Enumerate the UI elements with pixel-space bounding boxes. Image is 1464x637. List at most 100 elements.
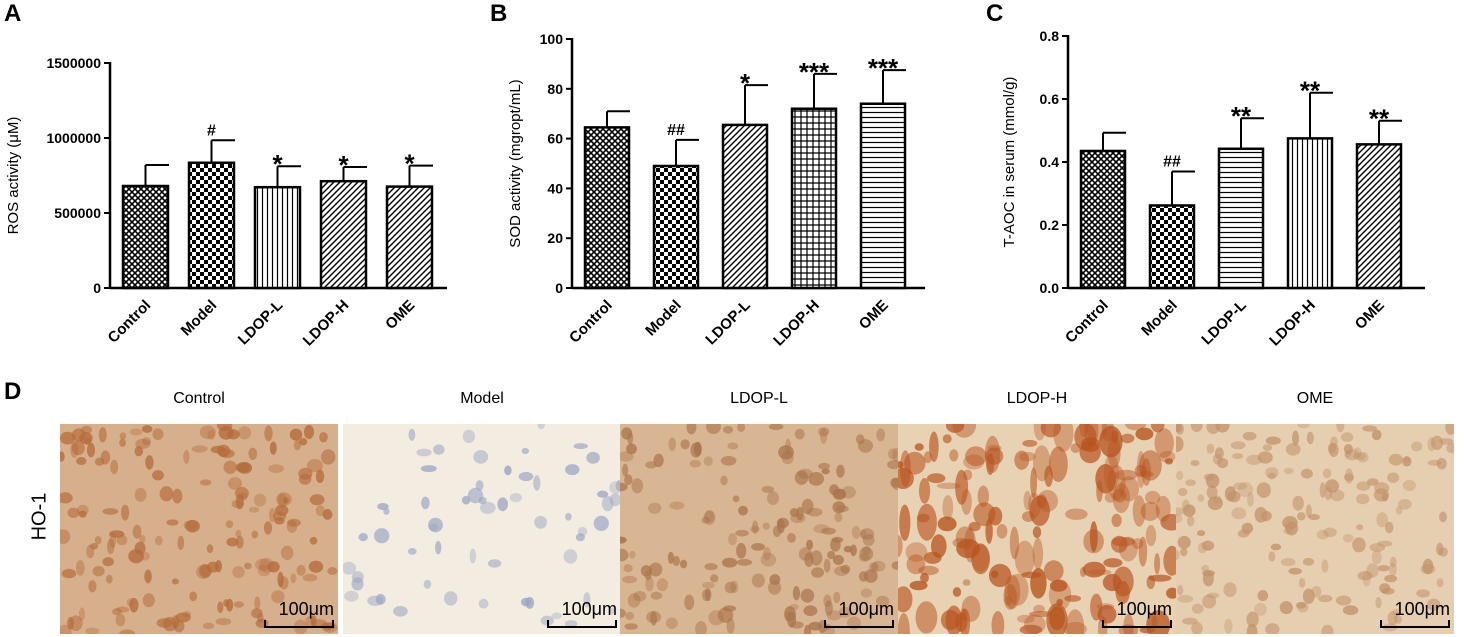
scale-bar: [264, 620, 334, 628]
significance-label: *: [272, 149, 283, 179]
y-tick-label: 500000: [54, 205, 101, 221]
tissue-texture: [60, 424, 338, 634]
bar: [253, 185, 302, 290]
bar: [319, 179, 368, 290]
y-tick-label: 0.8: [1040, 28, 1060, 44]
significance-label: **: [1369, 104, 1390, 134]
significance-label: #: [207, 122, 216, 139]
y-axis-label: ROS activity (μM): [5, 117, 22, 235]
scale-bar-label: 100μm: [838, 599, 894, 619]
significance-label: *: [338, 150, 349, 180]
x-tick-label: LDOP-L: [235, 297, 286, 348]
error-bar: [342, 165, 367, 182]
bar: [790, 107, 838, 290]
bar: [583, 126, 631, 290]
error-bar: [813, 72, 837, 109]
error-bar: [1102, 131, 1126, 151]
y-tick-label: 0.6: [1040, 91, 1060, 107]
error-bar: [1240, 117, 1264, 149]
x-tick-label: LDOP-H: [770, 297, 823, 350]
significance-label: ##: [1163, 153, 1181, 170]
error-bar: [210, 139, 235, 163]
y-axis-label: SOD activity (mgropt/mL): [507, 79, 524, 247]
micrograph-row: HO-1 Control 100μm Model 100μm LDOP-L 100μm LD…: [0, 390, 1464, 637]
significance-label: **: [1231, 101, 1252, 131]
micrograph-title: OME: [1296, 390, 1334, 407]
error-bar: [1171, 170, 1195, 206]
chart-panel-a: 0 500000 1000000 1500000 ROS activity (μM) Co…: [5, 55, 447, 349]
micrograph-title: LDOP-L: [730, 390, 788, 407]
error-bar: [1309, 91, 1333, 139]
micrograph-title: Control: [173, 390, 225, 407]
tissue-texture: [620, 424, 898, 634]
y-tick-label: 100: [540, 31, 564, 47]
y-tick-label: 0.0: [1040, 280, 1060, 296]
error-bar: [276, 165, 301, 188]
error-bar: [675, 138, 699, 166]
x-tick-label: Model: [1138, 297, 1181, 340]
x-tick-label: LDOP-H: [300, 297, 353, 350]
y-tick-label: 60: [547, 131, 563, 147]
significance-label: *: [740, 68, 751, 98]
x-tick-label: LDOP-H: [1266, 297, 1319, 350]
bar: [1079, 149, 1127, 290]
chart-panel-b: 0 20 40 60 80 100 SOD activity (mgropt/mL) Cont…: [507, 31, 925, 349]
bar: [652, 164, 700, 290]
y-tick-label: 20: [547, 230, 563, 246]
y-tick-label: 1500000: [46, 55, 101, 71]
y-tick-label: 0: [93, 280, 101, 296]
x-tick-label: Control: [105, 297, 155, 347]
error-bar: [144, 164, 169, 186]
scale-bar-label: 100μm: [1116, 599, 1172, 619]
tissue-texture: [898, 424, 1176, 634]
scale-bar: [1102, 620, 1172, 628]
bar: [187, 161, 236, 290]
x-tick-label: LDOP-L: [702, 297, 753, 348]
error-bar: [882, 69, 906, 104]
y-axis-label: T-AOC in serum (mmol/g): [1001, 77, 1018, 248]
chart-panel-c: 0.0 0.2 0.4 0.6 0.8 T-AOC in serum (mmol/g) Co…: [1001, 28, 1425, 349]
bar: [1148, 204, 1196, 290]
panel-letter-c: C: [986, 0, 1004, 27]
x-tick-label: LDOP-L: [1198, 297, 1249, 348]
bar: [1355, 143, 1403, 290]
bar-charts: 0 500000 1000000 1500000 ROS activity (μM) Co…: [5, 28, 1425, 349]
panel-letter-b: B: [490, 0, 508, 27]
x-tick-label: OME: [382, 297, 418, 333]
bar: [1286, 137, 1334, 290]
error-bar: [744, 84, 768, 125]
micrograph-image: 100μm: [898, 424, 1176, 634]
x-tick-label: Model: [178, 297, 221, 340]
scale-bar: [547, 620, 617, 628]
error-bar: [408, 164, 433, 187]
significance-label: ***: [799, 57, 830, 87]
significance-label: **: [1300, 76, 1321, 106]
significance-label: ***: [868, 53, 899, 83]
micrograph-title: LDOP-H: [1006, 390, 1068, 407]
micrograph-image: 100μm: [60, 424, 338, 634]
micrograph-title: Model: [460, 390, 504, 407]
panel-letter-d: D: [4, 378, 22, 405]
micrograph-image: 100μm: [1176, 424, 1454, 634]
micrograph-image: 100μm: [343, 424, 621, 634]
scale-bar-label: 100μm: [561, 599, 617, 619]
tissue-texture: [1176, 424, 1454, 634]
scale-bar-label: 100μm: [1394, 599, 1450, 619]
y-tick-label: 0: [555, 280, 563, 296]
panel-letter-a: A: [4, 0, 22, 27]
x-tick-label: OME: [856, 297, 892, 333]
x-tick-label: OME: [1352, 297, 1388, 333]
y-tick-label: 40: [547, 180, 563, 196]
scale-bar: [1380, 620, 1450, 628]
bar: [121, 184, 170, 290]
bar: [385, 185, 434, 290]
y-tick-label: 0.4: [1040, 154, 1060, 170]
y-tick-label: 0.2: [1040, 217, 1060, 233]
x-tick-label: Control: [1062, 297, 1112, 347]
bar: [721, 123, 769, 290]
bar: [1217, 147, 1265, 290]
scale-bar-label: 100μm: [278, 599, 334, 619]
y-tick-label: 80: [547, 81, 563, 97]
significance-label: *: [404, 149, 415, 179]
